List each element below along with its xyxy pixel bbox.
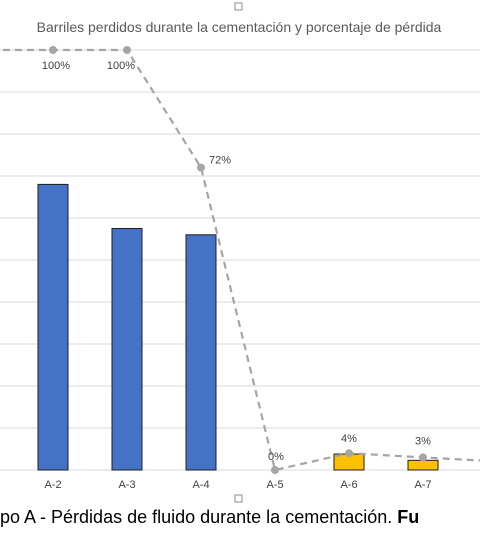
bar-A-3: [111, 228, 143, 471]
x-tick-A-3: A-3: [118, 479, 135, 491]
bar-A-4: [185, 234, 217, 471]
data-label-A-2: 100%: [42, 60, 70, 72]
x-axis-ticks: A-2 A-3 A-4 A-5 A-6 A-7: [44, 479, 431, 491]
x-tick-A-2: A-2: [44, 479, 61, 491]
resize-handle-bottom[interactable]: [234, 494, 243, 503]
bars: [37, 183, 439, 471]
data-label-A-7: 3%: [415, 435, 431, 447]
line-point-A-7: [419, 453, 427, 462]
line-point-A-4: [197, 163, 205, 172]
x-tick-A-7: A-7: [414, 479, 431, 491]
line-point-A-3: [123, 46, 131, 54]
x-tick-A-4: A-4: [192, 479, 209, 491]
line-point-A-6: [345, 449, 353, 458]
x-tick-A-6: A-6: [340, 479, 357, 491]
resize-handle-top[interactable]: [234, 2, 243, 11]
data-label-A-6: 4%: [341, 433, 357, 445]
line-point-A-2: [49, 46, 57, 54]
line-point-A-5: [271, 466, 279, 474]
bar-A-7: [407, 459, 439, 471]
data-label-A-5: 0%: [268, 451, 284, 463]
bar-A-2: [37, 183, 69, 471]
caption-text: po A - Pérdidas de fluido durante la cem…: [0, 507, 397, 527]
x-tick-A-5: A-5: [266, 479, 283, 491]
percentage-line-path: [0, 48, 480, 472]
percentage-line: [0, 46, 480, 474]
gridlines: [0, 49, 480, 471]
data-label-A-3: 100%: [107, 60, 135, 72]
data-labels: 100% 100% 72% 0% 4% 3%: [42, 60, 431, 463]
chart-title: Barriles perdidos durante la cementación…: [37, 19, 442, 35]
caption-source: Fu: [397, 507, 419, 527]
figure-caption: po A - Pérdidas de fluido durante la cem…: [0, 507, 419, 527]
data-label-A-4: 72%: [209, 155, 231, 167]
